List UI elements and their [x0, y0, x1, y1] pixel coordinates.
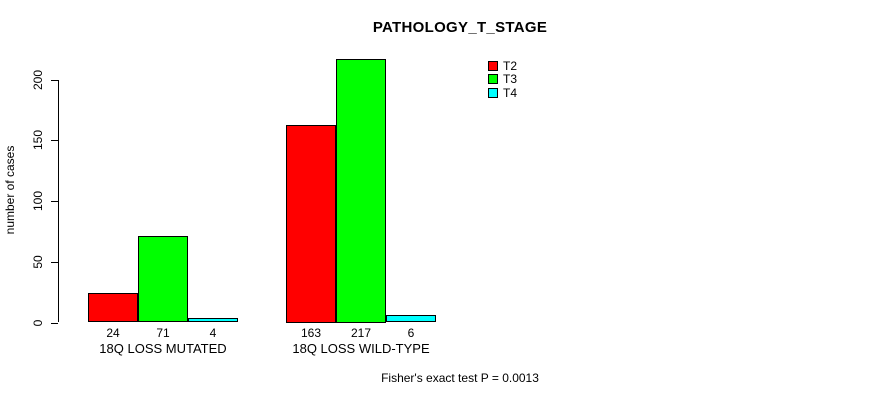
legend-item-label: T4 — [503, 85, 518, 100]
category-label-2: 18Q LOSS WILD-TYPE — [292, 341, 430, 356]
bar-value-label: 4 — [209, 326, 217, 340]
bar-value-label: 163 — [300, 326, 322, 340]
bar-t3-group1 — [138, 236, 188, 323]
category-label-1: 18Q LOSS MUTATED — [99, 341, 227, 356]
legend-swatch-icon — [488, 61, 498, 71]
bar-t2-group1 — [88, 293, 138, 323]
bar-value-label: 24 — [106, 326, 120, 340]
annotation-text: Fisher's exact test P = 0.0013 — [381, 371, 539, 385]
y-axis-label: number of cases — [3, 145, 17, 235]
y-axis-tick — [51, 201, 58, 202]
bar-value-label: 71 — [156, 326, 170, 340]
legend-item-t3: T3 — [488, 73, 517, 85]
bar-t4-group1 — [188, 317, 238, 323]
y-axis-tick-label: 150 — [31, 130, 45, 151]
y-axis-tick — [51, 261, 58, 263]
legend-item-label: T2 — [503, 59, 518, 73]
bar-value-label: 6 — [407, 326, 415, 340]
y-axis-tick — [51, 140, 58, 142]
y-axis-tick-label: 0 — [31, 319, 45, 326]
y-axis-tick-label: 200 — [31, 69, 45, 90]
chart-title: PATHOLOGY_T_STAGE — [372, 19, 548, 36]
y-axis-tick-label: 100 — [31, 190, 45, 212]
legend-item-t2: T2 — [488, 60, 517, 72]
y-axis-line — [58, 79, 59, 323]
bar-t2-group2 — [286, 124, 336, 323]
y-axis-tick — [51, 79, 58, 81]
bar-value-label: 217 — [350, 326, 372, 340]
bar-t3-group2 — [336, 59, 386, 323]
legend-swatch-icon — [488, 74, 498, 85]
legend-swatch-icon — [488, 87, 498, 98]
legend-item-label: T3 — [503, 72, 518, 87]
y-axis-tick — [51, 322, 58, 324]
legend-item-t4: T4 — [488, 87, 517, 99]
bar-t4-group2 — [386, 315, 436, 323]
y-axis-tick-label: 50 — [31, 255, 45, 269]
